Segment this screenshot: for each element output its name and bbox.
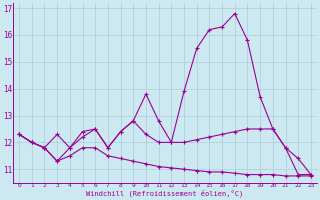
- X-axis label: Windchill (Refroidissement éolien,°C): Windchill (Refroidissement éolien,°C): [86, 190, 244, 197]
